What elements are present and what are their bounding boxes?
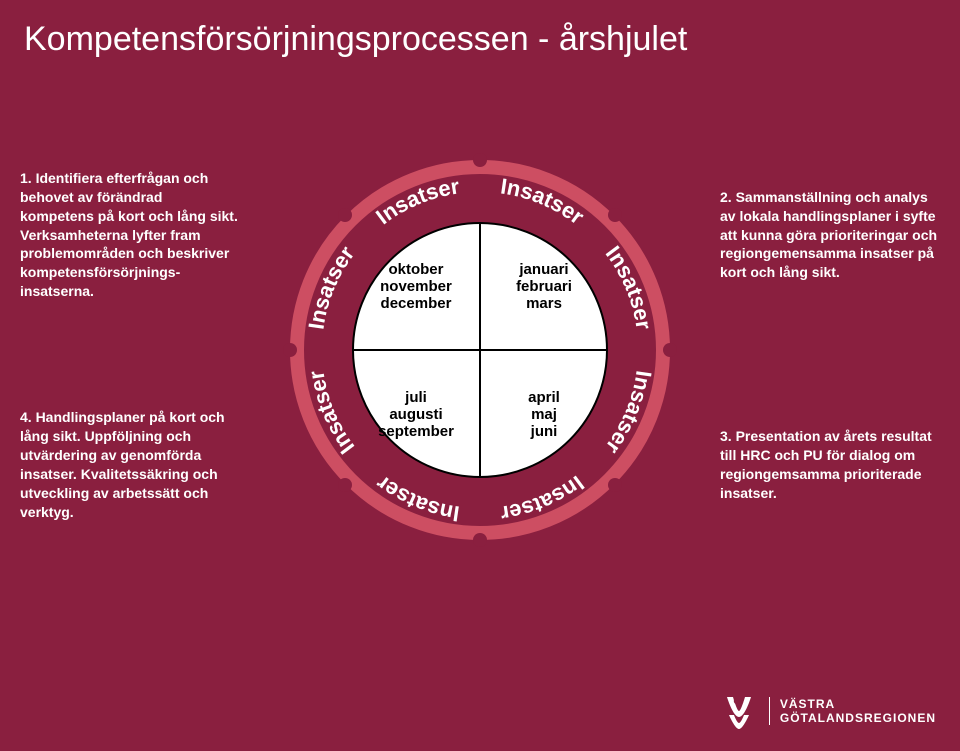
quadrant-q4: oktober november december [352, 222, 480, 350]
ring-gap [338, 208, 352, 222]
block-4-bottom-left: 4. Handlingsplaner på kort och lång sikt… [0, 350, 260, 580]
quadrant-q1: januari februari mars [480, 222, 608, 350]
quadrant-q3: juli augusti september [352, 350, 480, 478]
logo-icon [719, 691, 759, 731]
logo-text: VÄSTRA GÖTALANDSREGIONEN [769, 697, 936, 726]
block-2-top-right: 2. Sammanställning och analys av lokala … [700, 120, 960, 350]
ring-gap [473, 153, 487, 167]
logo: VÄSTRA GÖTALANDSREGIONEN [719, 691, 936, 731]
block-1-top-left: 1. Identifiera efterfrågan och behovet a… [0, 120, 260, 350]
ring-gap [283, 343, 297, 357]
ring-gap [338, 478, 352, 492]
block-3-bottom-right: 3. Presentation av årets resultat till H… [700, 350, 960, 580]
ring-gap [473, 533, 487, 547]
page-title: Kompetensförsörjningsprocessen - årshjul… [0, 0, 960, 59]
quadrant-q2: april maj juni [480, 350, 608, 478]
wheel-container: Insatser Insatser Insatser Insatser Insa… [260, 120, 700, 580]
logo-line-2: GÖTALANDSREGIONEN [780, 711, 936, 725]
ring-gap [663, 343, 677, 357]
logo-line-1: VÄSTRA [780, 697, 936, 711]
ring-gap [608, 478, 622, 492]
year-wheel: Insatser Insatser Insatser Insatser Insa… [290, 160, 670, 540]
ring-gap [608, 208, 622, 222]
content-grid: 1. Identifiera efterfrågan och behovet a… [0, 120, 960, 580]
